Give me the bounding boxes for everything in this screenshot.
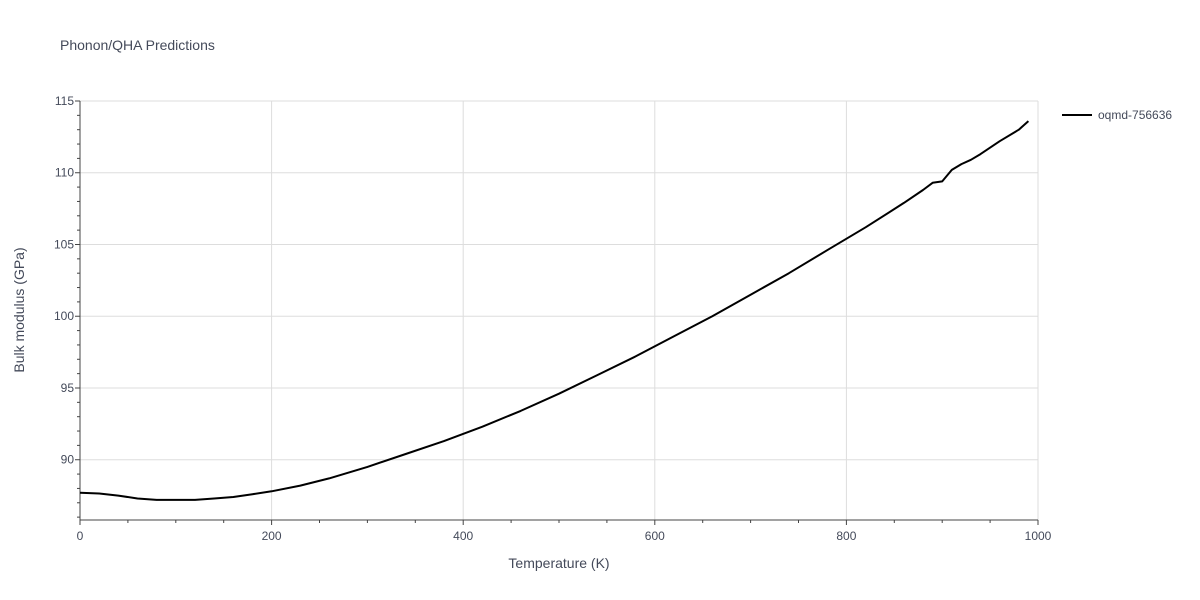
y-tick-label: 90 xyxy=(61,453,75,467)
y-tick-label: 110 xyxy=(55,166,74,180)
x-tick-label: 0 xyxy=(77,529,84,543)
x-axis-title: Temperature (K) xyxy=(508,555,609,571)
y-axis-title: Bulk modulus (GPa) xyxy=(11,247,27,372)
x-tick-label: 600 xyxy=(645,529,665,543)
legend[interactable]: oqmd-756636 xyxy=(1062,108,1172,122)
legend-label-oqmd-756636: oqmd-756636 xyxy=(1098,108,1172,122)
y-tick-label: 100 xyxy=(54,309,74,323)
axes xyxy=(75,100,1039,525)
y-tick-label: 95 xyxy=(61,381,75,395)
plot-area[interactable] xyxy=(79,120,1030,501)
y-tick-label: 105 xyxy=(54,237,74,251)
chart-title: Phonon/QHA Predictions xyxy=(60,37,215,53)
y-tick-label: 115 xyxy=(55,94,74,108)
series-line-oqmd-756636[interactable] xyxy=(79,120,1030,501)
grid xyxy=(80,100,1039,520)
x-tick-label: 800 xyxy=(836,529,856,543)
tick-labels: 0 200 400 600 800 1000 90 95 100 105 110 115 xyxy=(54,94,1052,543)
x-tick-label: 400 xyxy=(453,529,473,543)
x-tick-label: 1000 xyxy=(1025,529,1052,543)
x-tick-label: 200 xyxy=(262,529,282,543)
